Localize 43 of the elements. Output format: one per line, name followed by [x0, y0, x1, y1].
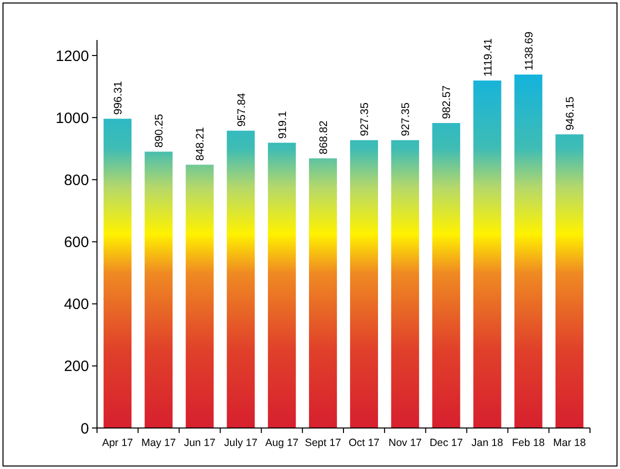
bar — [268, 142, 296, 428]
x-tick-label: Apr 17 — [102, 437, 134, 449]
data-label: 957.84 — [236, 93, 248, 127]
bar — [226, 130, 255, 428]
y-tick-label: 1200 — [56, 48, 89, 65]
data-label: 927.35 — [359, 102, 372, 136]
x-tick-label: July 17 — [224, 437, 258, 449]
bar — [308, 158, 337, 428]
data-label: 927.35 — [400, 102, 412, 136]
bar — [350, 140, 378, 428]
x-tick-label: May 17 — [141, 437, 176, 449]
x-tick-label: Aug 17 — [265, 437, 299, 449]
y-tick-label: 800 — [64, 172, 89, 189]
bar — [391, 140, 420, 428]
x-tick-label: Oct 17 — [348, 437, 380, 449]
data-label: 919.1 — [276, 111, 289, 139]
data-label: 1119.41 — [482, 38, 494, 77]
bar — [432, 123, 460, 428]
bar — [104, 118, 132, 428]
y-tick-label: 200 — [64, 358, 89, 376]
bar — [514, 74, 542, 428]
data-label: 1138.69 — [523, 32, 536, 71]
x-tick-label: Feb 18 — [512, 437, 545, 449]
x-tick-label: Jan 18 — [472, 437, 504, 449]
y-tick-label: 400 — [64, 296, 89, 314]
bar — [144, 152, 173, 428]
x-tick-label: Sept 17 — [304, 437, 342, 449]
data-label: 890.25 — [154, 114, 166, 148]
bar — [555, 134, 584, 428]
bar — [473, 80, 502, 428]
data-label: 946.15 — [564, 96, 576, 130]
x-tick-label: Jun 17 — [184, 437, 216, 449]
y-tick-label: 0 — [80, 420, 89, 438]
data-label: 996.31 — [112, 81, 125, 115]
y-tick-label: 600 — [64, 234, 89, 252]
data-label: 868.82 — [318, 120, 330, 154]
y-tick-label: 1000 — [56, 110, 89, 127]
x-tick-label: Nov 17 — [388, 437, 422, 449]
data-label: 848.21 — [194, 127, 207, 161]
x-tick-label: Mar 18 — [553, 437, 586, 449]
x-tick-label: Dec 17 — [430, 437, 463, 449]
bar — [186, 164, 214, 428]
data-label: 982.57 — [441, 85, 454, 120]
